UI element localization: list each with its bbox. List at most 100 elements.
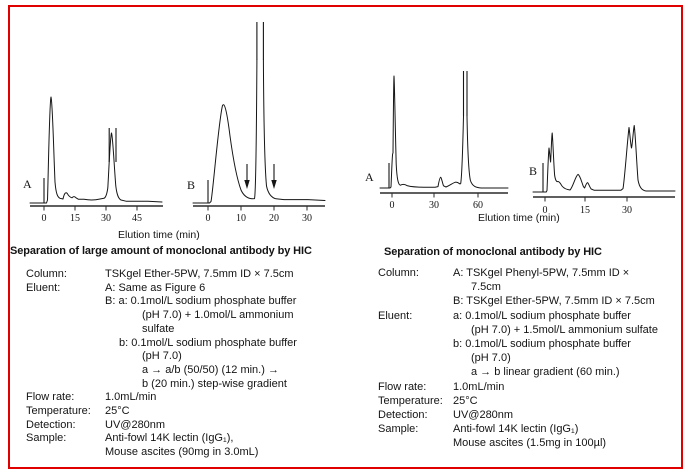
spec-value: B: a: 0.1mol/L sodium phosphate buffer (105, 295, 297, 308)
spec-value: 25°C (453, 394, 478, 407)
spec-table-right: Column: A: TSKgel Phenyl-5PW, 7.5mm ID × … (378, 266, 681, 451)
red-border-frame (8, 5, 683, 469)
spec-label: Sample: (378, 423, 419, 436)
spec-row: Column: TSKgel Ether-5PW, 7.5mm ID × 7.5c… (26, 268, 358, 282)
spec-value: Mouse ascites (1.5mg in 100µl) (453, 437, 607, 450)
tick-label: 30 (429, 200, 439, 211)
spec-value: b: 0.1mol/L sodium phosphate buffer (453, 338, 631, 351)
spec-label: Column: (378, 267, 419, 279)
offscale-marks (108, 128, 117, 162)
chromatogram-left-b: B 0 10 20 30 (187, 22, 326, 224)
tick-label: 0 (206, 213, 211, 224)
spec-row: Temperature: 25°C (378, 394, 681, 408)
tick-label: 15 (580, 205, 590, 216)
spec-row: b: 0.1mol/L sodium phosphate buffer (378, 337, 681, 351)
tick-label: 20 (269, 213, 279, 224)
spec-value: a → b linear gradient (60 min.) (471, 366, 620, 379)
spec-row: b: 0.1mol/L sodium phosphate buffer (26, 337, 358, 351)
figure-title-right: Separation of monoclonal antibody by HIC (384, 246, 602, 258)
spec-label: Temperature: (378, 394, 443, 407)
spec-row: 7.5cm (378, 280, 681, 294)
chromatogram-left-a: A 0 15 30 45 (23, 96, 163, 224)
tick-marks (43, 206, 138, 211)
tick-label: 0 (390, 200, 395, 211)
trace-path (29, 96, 163, 204)
spec-row: Detection: UV@280nm (26, 419, 358, 433)
spec-row: Mouse ascites (1.5mg in 100µl) (378, 436, 681, 450)
spec-label: Detection: (378, 409, 428, 422)
spec-value: Anti-fowl 14K lectin (IgG₁) (453, 423, 579, 436)
spec-row: Temperature: 25°C (26, 405, 358, 419)
spec-value: UV@280nm (453, 409, 514, 422)
offscale-marks (256, 22, 264, 60)
spec-row: a → a/b (50/50) (12 min.) → (26, 364, 358, 378)
down-arrow-head (271, 180, 277, 189)
spec-label: Flow rate: (378, 380, 427, 393)
spec-label (26, 378, 105, 392)
spec-value: TSKgel Ether-5PW, 7.5mm ID × 7.5cm (105, 268, 294, 280)
panel-label-a: A (365, 170, 374, 184)
spec-value: 25°C (105, 405, 130, 418)
down-arrow-head (244, 180, 250, 189)
spec-value: Anti-fowl 14K lectin (IgG₁), (105, 432, 234, 445)
trace-path (192, 59, 326, 204)
spec-label (26, 350, 105, 364)
chromatogram-right-b: B 0 15 30 (529, 125, 676, 216)
spec-row: Eluent: A: Same as Figure 6 (26, 282, 358, 296)
spec-label (378, 436, 453, 450)
tick-label: 0 (42, 213, 47, 224)
spec-value: UV@280nm (105, 418, 166, 431)
spec-label (26, 309, 105, 323)
panel-label-b: B (529, 164, 537, 178)
spec-label (378, 351, 453, 365)
tick-label: 0 (543, 205, 548, 216)
tick-label: 60 (473, 200, 483, 211)
spec-value: 1.0mL/min (105, 391, 157, 404)
tick-marks (207, 206, 308, 211)
spec-value: 1.0mL/min (453, 380, 505, 393)
spec-label (26, 364, 105, 378)
spec-value: sulfate (142, 322, 175, 335)
spec-label (378, 365, 453, 379)
spec-value: Mouse ascites (90mg in 3.0mL) (105, 446, 259, 459)
spec-value: b: 0.1mol/L sodium phosphate buffer (119, 336, 297, 349)
trace-path (379, 75, 509, 189)
spec-row: Column: A: TSKgel Phenyl-5PW, 7.5mm ID × (378, 266, 681, 280)
spec-value: B: TSKgel Ether-5PW, 7.5mm ID × 7.5cm (453, 295, 655, 308)
panel-label-a: A (23, 177, 32, 191)
spec-row: B: a: 0.1mol/L sodium phosphate buffer (26, 295, 358, 309)
spec-label (378, 337, 453, 351)
chromatogram-right-a: A 0 30 60 (365, 71, 509, 211)
spec-label: Detection: (26, 418, 76, 431)
spec-label (26, 295, 105, 309)
spec-label: Column: (26, 268, 67, 280)
tick-label: 30 (101, 213, 111, 224)
x-axis-label-right: Elution time (min) (478, 212, 560, 224)
spec-value: b (20 min.) step-wise gradient (142, 377, 287, 390)
spec-row: (pH 7.0) + 1.0mol/L ammonium (26, 309, 358, 323)
figure-title-left: Separation of large amount of monoclonal… (10, 245, 312, 257)
tick-label: 15 (70, 213, 80, 224)
spec-value: (pH 7.0) (142, 350, 182, 363)
tick-marks (544, 197, 628, 202)
spec-row: (pH 7.0) + 1.5mol/L ammonium sulfate (378, 323, 681, 337)
gradient-step-arrows (244, 164, 277, 189)
spec-value: A: Same as Figure 6 (105, 281, 206, 294)
spec-label (26, 446, 105, 460)
spec-label (378, 323, 453, 337)
spec-row: a → b linear gradient (60 min.) (378, 365, 681, 379)
spec-label: Eluent: (378, 309, 413, 322)
spec-label: Eluent: (26, 281, 61, 294)
tick-label: 45 (132, 213, 142, 224)
spec-value: a: 0.1mol/L sodium phosphate buffer (453, 309, 631, 322)
spec-value: (pH 7.0) + 1.5mol/L ammonium sulfate (471, 323, 658, 336)
tick-label: 30 (622, 205, 632, 216)
offscale-marks (462, 71, 468, 116)
spec-table-left: Column: TSKgel Ether-5PW, 7.5mm ID × 7.5c… (26, 268, 358, 460)
spec-label (26, 337, 105, 351)
tick-marks (391, 193, 479, 198)
spec-row: Mouse ascites (90mg in 3.0mL) (26, 446, 358, 460)
spec-label (378, 294, 453, 308)
spec-row: (pH 7.0) (378, 351, 681, 365)
panel-label-b: B (187, 178, 195, 192)
